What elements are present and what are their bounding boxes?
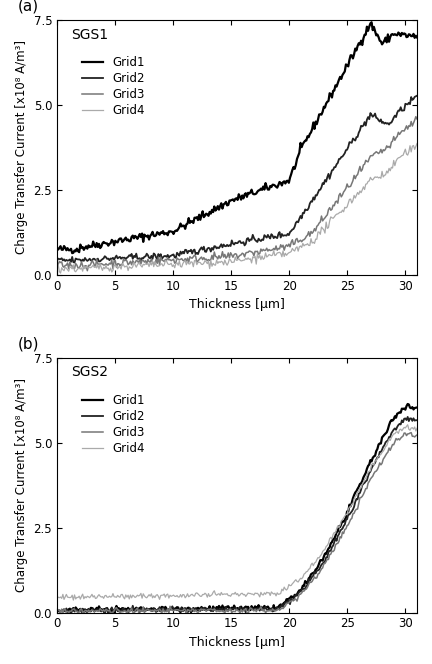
Grid2 (212, 242, 217, 250)
Grid1 (227, 604, 232, 612)
Legend: Grid1, Grid2, Grid3, Grid4: Grid1, Grid2, Grid3, Grid4 (77, 389, 150, 459)
Grid4 (212, 261, 217, 269)
Grid4 (153, 592, 159, 600)
Grid4 (227, 592, 232, 600)
Grid1 (70, 249, 75, 257)
Grid2 (153, 253, 159, 261)
Grid4 (414, 424, 419, 432)
Grid4 (96, 591, 102, 599)
Grid3 (414, 431, 419, 439)
Grid2 (227, 605, 232, 613)
Grid1 (168, 228, 174, 236)
Grid4 (58, 269, 63, 277)
Text: SGS2: SGS2 (71, 365, 108, 379)
Grid3 (184, 610, 189, 618)
Text: (a): (a) (18, 0, 39, 13)
Grid2 (72, 258, 77, 266)
Grid4 (96, 265, 102, 273)
Grid4 (212, 587, 217, 595)
Grid3 (54, 607, 60, 615)
Grid1 (54, 244, 60, 252)
Grid2 (212, 604, 217, 612)
Grid1 (96, 240, 102, 248)
Grid1 (168, 606, 174, 614)
Grid4 (227, 255, 232, 263)
Grid4 (385, 169, 391, 177)
X-axis label: Thickness [μm]: Thickness [μm] (189, 298, 285, 311)
Grid4 (168, 259, 174, 267)
Grid4 (54, 266, 60, 274)
Grid1 (153, 608, 159, 616)
Grid3 (85, 267, 90, 275)
Grid3 (153, 256, 159, 264)
Grid4 (414, 139, 419, 147)
Grid3 (212, 248, 217, 256)
Grid2 (385, 119, 391, 127)
Grid2 (168, 252, 174, 260)
Grid1 (212, 203, 217, 210)
Grid2 (414, 92, 419, 100)
Grid3 (95, 608, 100, 616)
Grid4 (71, 596, 76, 604)
Line: Grid4: Grid4 (57, 143, 417, 273)
Grid2 (96, 258, 102, 266)
Grid2 (405, 413, 410, 421)
Grid3 (227, 254, 232, 262)
Grid2 (153, 606, 159, 614)
Grid1 (54, 606, 60, 614)
Grid1 (387, 38, 392, 46)
Grid4 (168, 592, 174, 600)
Grid3 (168, 602, 173, 610)
Y-axis label: Charge Transfer Current [x10⁸ A/m³]: Charge Transfer Current [x10⁸ A/m³] (15, 378, 28, 592)
Line: Grid4: Grid4 (57, 425, 417, 600)
Grid1 (153, 231, 159, 239)
Grid1 (68, 608, 73, 616)
Grid4 (385, 438, 391, 446)
Line: Grid1: Grid1 (57, 404, 417, 612)
Grid1 (405, 400, 410, 408)
Grid1 (385, 426, 391, 434)
Grid4 (153, 261, 159, 269)
Grid2 (385, 436, 391, 444)
Grid2 (227, 241, 232, 249)
Grid2 (102, 610, 108, 618)
Grid1 (227, 197, 232, 205)
Y-axis label: Charge Transfer Current [x10⁸ A/m³]: Charge Transfer Current [x10⁸ A/m³] (15, 41, 28, 254)
Grid3 (385, 448, 391, 456)
Line: Grid1: Grid1 (57, 22, 417, 253)
Grid3 (413, 113, 419, 121)
Grid4 (54, 592, 60, 600)
Grid3 (168, 257, 174, 265)
Line: Grid3: Grid3 (57, 433, 417, 614)
Grid3 (54, 263, 60, 271)
Grid2 (54, 607, 60, 615)
Line: Grid2: Grid2 (57, 96, 417, 262)
Line: Grid3: Grid3 (57, 117, 417, 271)
Grid1 (369, 18, 374, 26)
Grid1 (96, 602, 102, 610)
Grid3 (212, 605, 217, 613)
Line: Grid2: Grid2 (57, 417, 417, 614)
Grid2 (95, 606, 100, 614)
Grid3 (385, 143, 391, 151)
Grid1 (414, 404, 419, 412)
Grid2 (168, 604, 174, 612)
Grid3 (414, 115, 419, 123)
Grid3 (96, 260, 102, 268)
Text: SGS1: SGS1 (71, 28, 108, 42)
Grid3 (409, 429, 414, 437)
Grid4 (405, 421, 410, 429)
Grid3 (152, 606, 158, 614)
Grid2 (54, 257, 60, 265)
Grid1 (414, 33, 419, 41)
Grid2 (414, 416, 419, 424)
Grid1 (212, 605, 217, 613)
Legend: Grid1, Grid2, Grid3, Grid4: Grid1, Grid2, Grid3, Grid4 (77, 51, 150, 122)
X-axis label: Thickness [μm]: Thickness [μm] (189, 636, 285, 649)
Grid3 (227, 606, 232, 614)
Text: (b): (b) (18, 336, 40, 351)
